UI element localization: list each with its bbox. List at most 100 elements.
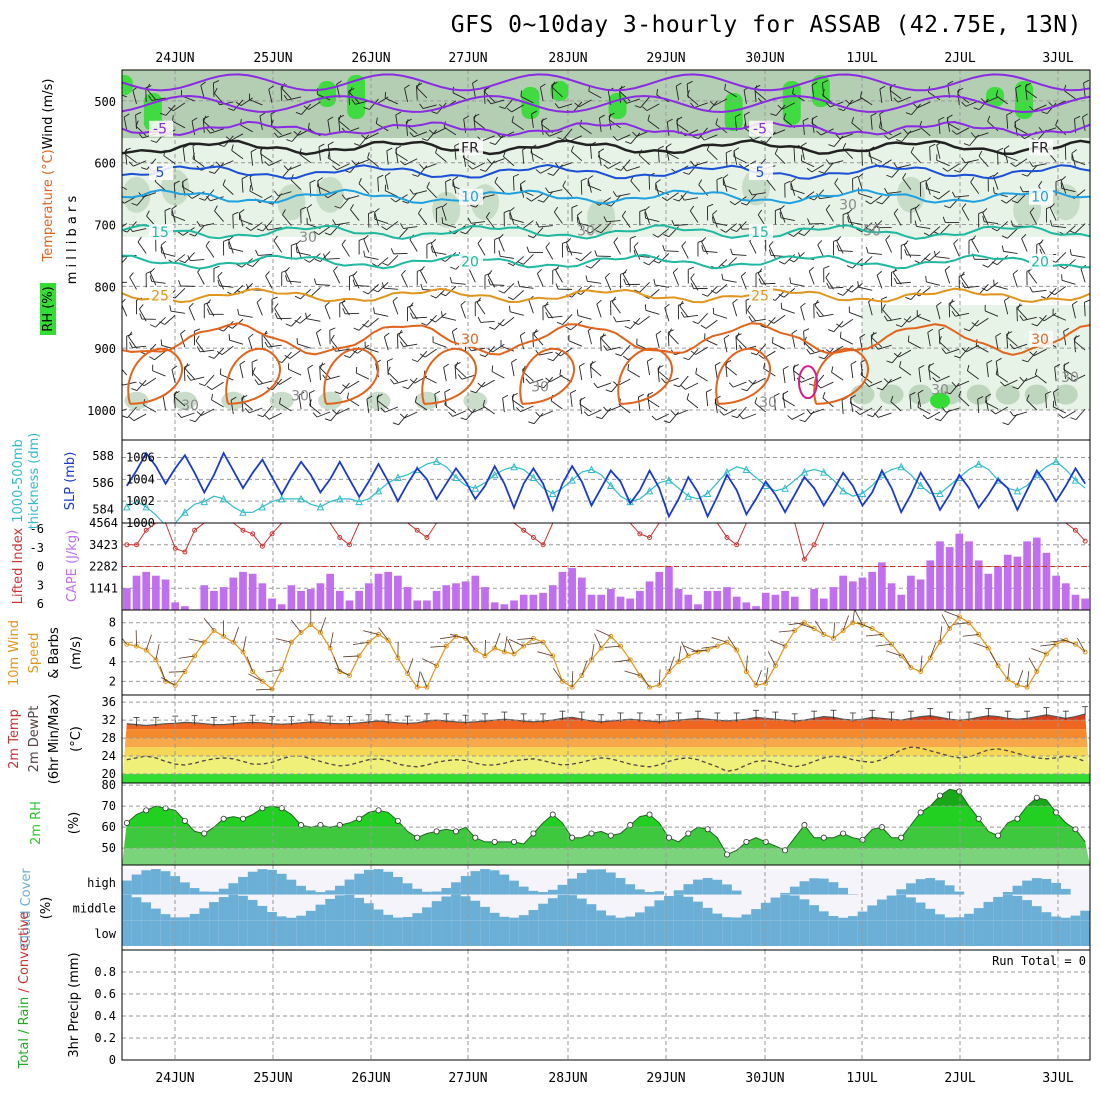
wind-barb [736, 221, 747, 232]
cape-bar [500, 604, 509, 610]
wind-barb-flag [286, 139, 293, 142]
wind-barb-flag [884, 134, 890, 140]
cloud-cell [838, 920, 849, 946]
wind-barb-flag [508, 305, 511, 312]
wind-barb [617, 378, 631, 386]
isotherm-label: 10 [1031, 190, 1049, 206]
wind-barb-flag [187, 194, 193, 199]
rh-point [414, 834, 421, 841]
thickness-point [703, 489, 712, 498]
wind-barb-flag [231, 144, 234, 151]
rh-tick: 70 [102, 799, 116, 813]
wind-barb-flag [806, 408, 811, 414]
wind-barb [1084, 302, 1086, 317]
wind-barb-flag [443, 363, 449, 368]
thickness-point [123, 502, 131, 511]
wind-barb-flag [309, 179, 316, 184]
wind-barb-flag [612, 191, 617, 197]
thickness-point [452, 473, 460, 481]
wind-barb-flag [486, 98, 492, 105]
cape-bar [752, 606, 760, 610]
wind-barb-flag [688, 266, 694, 270]
cloud-cell [257, 905, 268, 921]
cape-bar [994, 566, 1002, 610]
cloud-cell [422, 891, 433, 895]
cloud-cell [954, 917, 965, 921]
cape-bar [936, 541, 944, 610]
wind-barb-flag [1082, 113, 1088, 118]
isotherm-label: 25 [751, 289, 769, 305]
wind-barb-flag [138, 132, 143, 139]
wind-barb-flag [942, 167, 948, 172]
wind-barb [686, 83, 689, 98]
wind-barb [288, 368, 302, 376]
wind-barb [791, 412, 805, 420]
wind-barb-flag [613, 237, 619, 243]
wind-barb [626, 98, 641, 104]
cloud-cell [896, 889, 907, 895]
wind-barb-flag [571, 204, 578, 208]
cloud-cell [354, 897, 365, 921]
wind-point [434, 663, 440, 669]
cape-bar [490, 602, 499, 610]
axis-label-millibars: m i l l i b a r s [65, 196, 80, 285]
wind-barb-10m [798, 623, 815, 629]
wind-barb-10m [256, 688, 273, 691]
isotherm-label-bg [1029, 139, 1053, 156]
wind-barb-flag [141, 167, 148, 170]
cloud-cell-clear [1070, 894, 1081, 921]
cloud-cell [334, 885, 346, 895]
cape-bar [926, 560, 935, 610]
wind-barb [613, 241, 621, 255]
wind-barb-flag [562, 180, 566, 187]
wind-point [734, 647, 740, 653]
wind-barb [792, 93, 805, 102]
cloud-cell [538, 920, 549, 946]
wind-barb-flag [241, 395, 245, 402]
wind-barb-flag [270, 119, 274, 126]
cloud-cell [151, 908, 162, 921]
wind-barb-flag [159, 321, 165, 325]
wind-barb [666, 192, 679, 201]
wind-barb [879, 127, 892, 136]
wind-barb [376, 400, 389, 410]
wind-barb [423, 163, 437, 170]
cloud-cell [170, 920, 181, 946]
isotherm-loop [225, 347, 281, 405]
wind-barb [620, 344, 631, 357]
wind-barb-flag [836, 244, 840, 251]
pressure-tick: 900 [94, 342, 116, 356]
wind-barb [841, 400, 844, 415]
wind-barb-flag [411, 359, 418, 363]
wind-barb [1045, 393, 1047, 409]
cloud-cell [431, 891, 442, 895]
wind-barb [469, 269, 476, 283]
wind-barb-flag [317, 177, 323, 182]
wind-barb-flag [864, 381, 870, 387]
cloud-cell [809, 905, 820, 921]
isotherm-line [122, 139, 1090, 156]
wind-barb [280, 86, 283, 101]
wind-barb-flag [790, 178, 796, 183]
wind-barb-flag [839, 331, 842, 338]
rh-contour-label: 30 [1061, 370, 1079, 386]
cloud-cell [886, 895, 897, 921]
wind-barb-flag [420, 283, 424, 290]
wind-barb-flag [322, 253, 327, 260]
wind-barb-flag [884, 187, 888, 194]
cloud-cell [935, 920, 946, 946]
cloud-cell [402, 916, 413, 921]
thickness-point [316, 502, 325, 511]
wind-barb-flag [1001, 235, 1008, 239]
wind-barb [640, 96, 650, 108]
cloud-cell-clear [896, 869, 907, 895]
wind-barb [589, 144, 592, 159]
wind-barb-10m [658, 669, 661, 686]
wind-barb [597, 382, 611, 389]
wind-barb [668, 333, 679, 345]
wind-barb [451, 282, 466, 285]
wind-barb-flag [775, 207, 782, 211]
wind-barb [955, 195, 970, 198]
wind-barb-flag [392, 296, 398, 302]
wind-barb-flag [1063, 363, 1066, 370]
